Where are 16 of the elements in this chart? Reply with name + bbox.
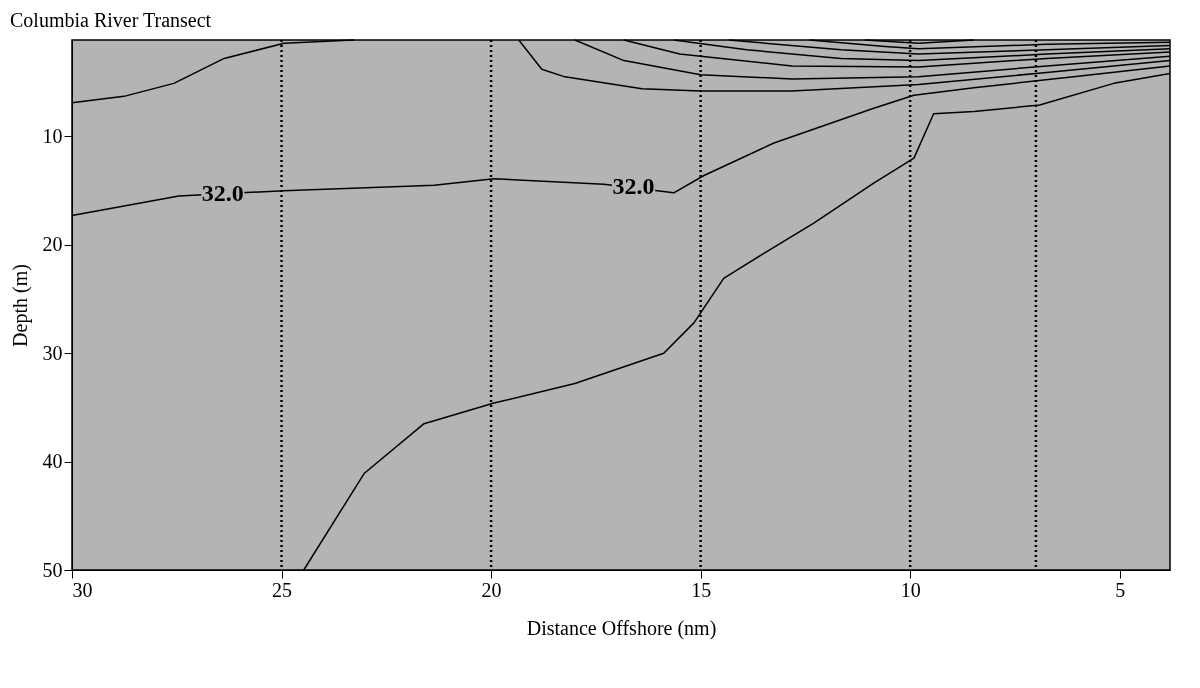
x-axis-title: Distance Offshore (nm): [526, 616, 717, 640]
y-tick-label: 20: [42, 233, 63, 256]
annotation: 32.0: [612, 173, 655, 200]
y-axis-title: Depth (m): [8, 264, 32, 347]
x-tick-label: 20: [481, 578, 502, 601]
y-tick-label: 30: [42, 341, 63, 364]
y-tick-label: 40: [42, 450, 63, 473]
y-tick-label: 50: [42, 558, 63, 581]
x-tick-label: 15: [691, 578, 712, 601]
annotation: 32.0: [201, 179, 244, 206]
x-tick-label: 5: [1115, 578, 1126, 601]
x-tick-label: 10: [900, 578, 921, 601]
y-tick-label: 10: [42, 124, 63, 147]
chart-title: Columbia River Transect: [10, 8, 212, 31]
x-tick-label: 30: [72, 578, 93, 601]
x-tick-label: 25: [272, 578, 293, 601]
